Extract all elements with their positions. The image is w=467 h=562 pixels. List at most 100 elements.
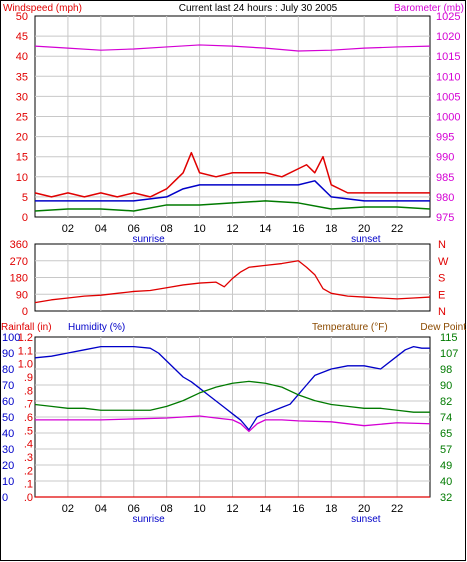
humidity-xtick-label: 04 — [95, 503, 107, 515]
temperature-ytick-label: 32 — [440, 492, 452, 504]
wind-xtick-label: 20 — [358, 223, 370, 235]
humidity-xtick-label: 20 — [358, 503, 370, 515]
humidity-sub-label: sunset — [351, 514, 381, 525]
humidity-ytick-label: 40 — [2, 428, 14, 440]
rain-ytick-label: .1 — [24, 479, 33, 491]
wind-series-line-3 — [34, 44, 431, 52]
humidity-ytick-label: 90 — [2, 348, 14, 360]
chart-title: Current last 24 hours : July 30 2005 — [179, 3, 338, 14]
wind-left-ytick-label: 50 — [16, 11, 28, 23]
wind-right-ytick-label: 1020 — [436, 31, 460, 43]
wind-right-axis-title: Barometer (mb) — [394, 3, 464, 14]
wind-left-ytick-label: 45 — [16, 31, 28, 43]
humidity-ytick-label: 50 — [2, 412, 14, 424]
direction-left-ytick-label: 360 — [10, 239, 28, 251]
rain-ytick-label: .2 — [24, 465, 33, 477]
wind-right-ytick-label: 990 — [436, 152, 454, 164]
wind-xtick-label: 10 — [193, 223, 205, 235]
humidity-xtick-label: 12 — [226, 503, 238, 515]
temperature-ytick-label: 115 — [440, 332, 458, 344]
direction-right-ytick-label: E — [438, 289, 445, 301]
humidity-xtick-label: 08 — [161, 503, 173, 515]
wind-left-ytick-label: 25 — [16, 112, 28, 124]
rain-ytick-label: 1.1 — [18, 345, 33, 357]
wind-right-ytick-label: 980 — [436, 192, 454, 204]
humidity-series-line-0 — [34, 345, 430, 431]
rain-ytick-label: .3 — [24, 452, 33, 464]
dewpoint-axis-title: Dew Point — [420, 322, 466, 333]
wind-xtick-label: 22 — [391, 223, 403, 235]
temperature-ytick-label: 90 — [440, 380, 452, 392]
rain-ytick-label: 1.2 — [18, 332, 33, 344]
direction-series-line-0 — [34, 260, 431, 304]
rain-ytick-label: .6 — [24, 412, 33, 424]
wind-xtick-label: 16 — [292, 223, 304, 235]
wind-xtick-label: 04 — [95, 223, 107, 235]
rain-ytick-label: .7 — [24, 399, 33, 411]
direction-right-ytick-label: N — [438, 239, 446, 251]
humidity-ytick-label: 20 — [2, 460, 14, 472]
wind-sub-label: sunset — [351, 234, 381, 245]
humidity-xtick-label: 02 — [62, 503, 74, 515]
wind-left-ytick-label: 5 — [22, 192, 28, 204]
wind-right-ytick-label: 975 — [436, 212, 454, 224]
direction-right-ytick-label: S — [438, 273, 445, 285]
wind-xtick-label: 12 — [226, 223, 238, 235]
humidity-sub-label: sunrise — [132, 514, 165, 525]
wind-right-ytick-label: 995 — [436, 132, 454, 144]
direction-left-ytick-label: 0 — [22, 306, 28, 318]
rain-ytick-label: .8 — [24, 385, 33, 397]
humidity-xtick-label: 06 — [128, 503, 140, 515]
wind-right-ytick-label: 1000 — [436, 112, 460, 124]
direction-right-ytick-label: N — [438, 306, 446, 318]
temperature-ytick-label: 107 — [440, 348, 458, 360]
humidity-ytick-label: 30 — [2, 444, 14, 456]
rain-axis-title: Rainfall (in) — [1, 322, 52, 333]
wind-left-ytick-label: 35 — [16, 71, 28, 83]
humidity-xtick-label: 22 — [391, 503, 403, 515]
temperature-ytick-label: 98 — [440, 364, 452, 376]
humidity-series-line-2 — [35, 415, 431, 433]
wind-series-line-1 — [35, 180, 430, 202]
wind-xtick-label: 02 — [62, 223, 74, 235]
wind-xtick-label: 08 — [161, 223, 173, 235]
wind-right-ytick-label: 1015 — [436, 51, 460, 63]
wind-left-ytick-label: 15 — [16, 152, 28, 164]
direction-left-ytick-label: 270 — [10, 256, 28, 268]
temperature-ytick-label: 40 — [440, 476, 452, 488]
wind-sub-label: sunrise — [132, 234, 165, 245]
humidity-series-line-1 — [34, 380, 430, 413]
wind-right-ytick-label: 1025 — [436, 11, 460, 23]
rain-ytick-label: .4 — [24, 439, 33, 451]
direction-left-ytick-label: 180 — [10, 273, 28, 285]
humidity-ytick-label: 60 — [2, 396, 14, 408]
direction-right-ytick-label: W — [438, 256, 449, 268]
humidity-ytick-label: 100 — [2, 332, 20, 344]
temperature-ytick-label: 74 — [440, 412, 452, 424]
temperature-ytick-label: 57 — [440, 444, 452, 456]
temperature-ytick-label: 65 — [440, 428, 452, 440]
wind-xtick-label: 14 — [259, 223, 271, 235]
wind-xtick-label: 18 — [325, 223, 337, 235]
wind-xtick-label: 06 — [128, 223, 140, 235]
rain-ytick-label: 1.0 — [18, 359, 33, 371]
wind-left-ytick-label: 40 — [16, 51, 28, 63]
humidity-xtick-label: 18 — [325, 503, 337, 515]
humidity-xtick-label: 10 — [193, 503, 205, 515]
wind-right-ytick-label: 1005 — [436, 91, 460, 103]
rain-ytick-label: .0 — [24, 492, 33, 504]
temperature-ytick-label: 49 — [440, 460, 452, 472]
wind-right-ytick-label: 1010 — [436, 71, 460, 83]
humidity-ytick-label: 80 — [2, 364, 14, 376]
wind-left-ytick-label: 20 — [16, 132, 28, 144]
wind-right-ytick-label: 985 — [436, 172, 454, 184]
wind-series-line-0 — [34, 151, 430, 198]
temperature-axis-title: Temperature (°F) — [312, 322, 388, 333]
wind-left-axis-title: Windspeed (mph) — [3, 3, 82, 14]
rain-ytick-label: .9 — [24, 372, 33, 384]
humidity-ytick-label: 10 — [2, 476, 14, 488]
wind-left-ytick-label: 0 — [22, 212, 28, 224]
